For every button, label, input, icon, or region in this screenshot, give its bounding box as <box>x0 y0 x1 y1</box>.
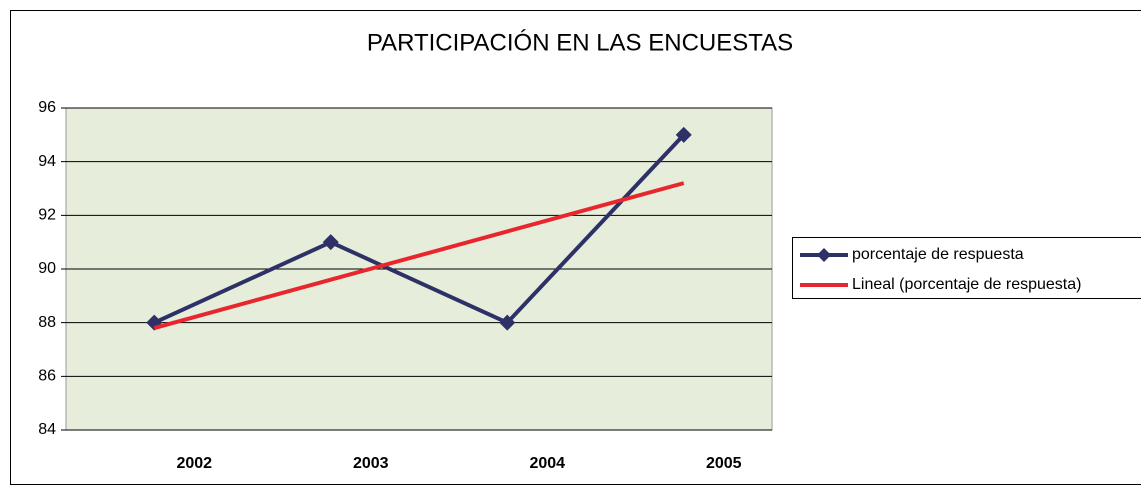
x-tick-label: 2002 <box>176 455 212 472</box>
y-tick-label: 90 <box>38 260 56 277</box>
y-tick-label: 94 <box>38 153 56 170</box>
y-tick-label: 92 <box>38 207 56 224</box>
y-tick-label: 96 <box>38 99 56 116</box>
y-tick-label: 88 <box>38 314 56 331</box>
x-tick-label: 2004 <box>529 455 565 472</box>
chart-title: PARTICIPACIÓN EN LAS ENCUESTAS <box>367 29 793 56</box>
x-tick-label: 2003 <box>353 455 389 472</box>
legend-label: porcentaje de respuesta <box>852 246 1024 263</box>
y-tick-label: 86 <box>38 368 56 385</box>
x-tick-label: 2005 <box>706 455 742 472</box>
legend-label: Lineal (porcentaje de respuesta) <box>852 276 1081 293</box>
y-tick-label: 84 <box>38 421 56 438</box>
